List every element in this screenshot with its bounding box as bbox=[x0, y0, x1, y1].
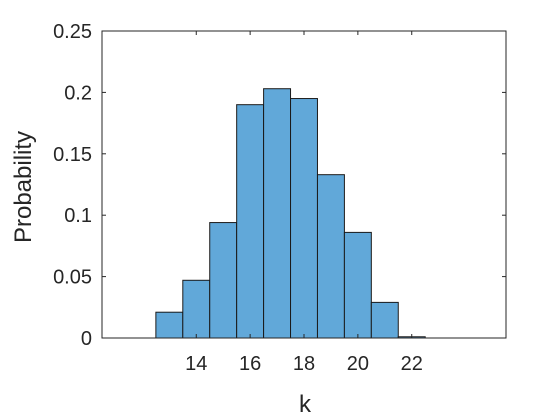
histogram-bar-k-16 bbox=[236, 104, 265, 339]
histogram-bar-k-20 bbox=[343, 231, 372, 339]
x-tick-label: 16 bbox=[239, 353, 261, 375]
histogram-bar-k-18 bbox=[290, 98, 318, 339]
histogram-bar-k-15 bbox=[209, 222, 238, 339]
histogram-bar-k-19 bbox=[316, 174, 345, 339]
histogram-bar-k-14 bbox=[182, 279, 211, 339]
y-tick-label: 0 bbox=[81, 328, 92, 350]
x-axis-title: k bbox=[299, 391, 312, 418]
y-tick-label: 0.25 bbox=[53, 21, 92, 43]
x-tick-label: 18 bbox=[293, 353, 315, 375]
histogram-bar-k-21 bbox=[370, 301, 399, 339]
y-tick-label: 0.05 bbox=[53, 267, 92, 289]
y-tick-label: 0.15 bbox=[53, 144, 92, 166]
y-tick-label: 0.2 bbox=[64, 82, 92, 104]
x-axis-ticks: 14 16 18 20 22 bbox=[185, 31, 423, 375]
histogram-bar-k-13 bbox=[155, 311, 184, 339]
x-tick-label: 20 bbox=[347, 353, 369, 375]
y-axis-title: Probability bbox=[10, 131, 37, 243]
y-axis-ticks: 0 0.05 0.1 0.15 0.2 0.25 bbox=[53, 21, 506, 350]
y-tick-label: 0.1 bbox=[64, 205, 92, 227]
x-tick-label: 14 bbox=[185, 353, 207, 375]
x-tick-label: 22 bbox=[401, 353, 423, 375]
histogram-bars bbox=[155, 88, 426, 339]
histogram-bar-k-17 bbox=[263, 88, 292, 339]
